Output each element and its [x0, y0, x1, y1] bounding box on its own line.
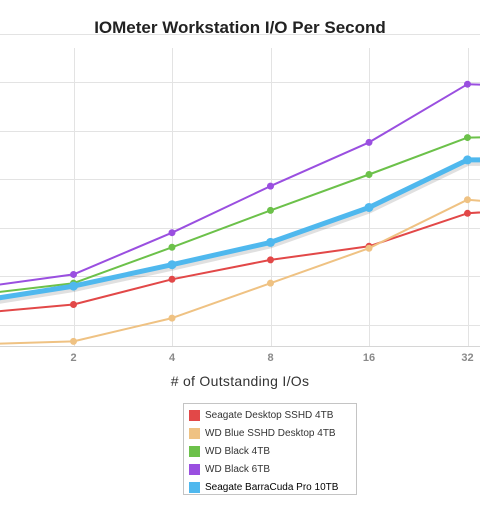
gridlines [0, 34, 480, 347]
x-tick-label: 8 [267, 352, 273, 364]
x-axis-title: # of Outstanding I/Os [170, 373, 310, 389]
data-point[interactable] [464, 196, 471, 204]
data-point[interactable] [365, 138, 373, 146]
series-1 [0, 196, 480, 345]
legend-swatch [189, 445, 200, 457]
x-tick-label: 2 [70, 352, 76, 364]
data-point[interactable] [168, 243, 176, 251]
series-3 [0, 80, 480, 286]
data-point[interactable] [70, 270, 77, 278]
legend-label: Seagate BarraCuda Pro 10TB [205, 481, 339, 493]
legend-swatch [189, 409, 200, 421]
legend-swatch [189, 427, 200, 439]
data-point[interactable] [167, 260, 177, 270]
data-point[interactable] [266, 237, 275, 247]
data-point[interactable] [463, 155, 472, 165]
data-point[interactable] [69, 281, 78, 291]
legend-item[interactable]: WD Black 6TB [189, 460, 356, 478]
legend-label: WD Black 4TB [205, 445, 271, 457]
x-tick-labels: 2 4 8 16 32 [70, 352, 473, 364]
data-point[interactable] [267, 256, 274, 264]
legend-item[interactable]: Seagate BarraCuda Pro 10TB [189, 478, 356, 496]
chart-title: IOMeter Workstation I/O Per Second [94, 18, 386, 37]
legend-label: WD Blue SSHD Desktop 4TB [205, 427, 336, 439]
data-point[interactable] [168, 314, 176, 322]
data-point[interactable] [464, 80, 471, 88]
legend-item[interactable]: WD Black 4TB [189, 442, 356, 460]
data-point[interactable] [70, 301, 77, 309]
data-point[interactable] [168, 229, 176, 237]
data-point[interactable] [267, 279, 274, 287]
legend-swatch [189, 481, 200, 493]
data-point[interactable] [464, 209, 471, 217]
series-0 [0, 209, 480, 313]
legend-item[interactable]: Seagate Desktop SSHD 4TB [189, 406, 356, 424]
data-point[interactable] [365, 244, 373, 252]
x-tick-label: 32 [461, 352, 473, 364]
legend-swatch [189, 463, 200, 475]
legend-label: WD Black 6TB [205, 463, 271, 475]
series-layer [0, 80, 480, 345]
legend: Seagate Desktop SSHD 4TB WD Blue SSHD De… [183, 403, 357, 495]
data-point[interactable] [70, 337, 77, 345]
data-point[interactable] [365, 170, 373, 178]
data-point[interactable] [267, 206, 274, 214]
x-tick-label: 4 [169, 352, 176, 364]
plot-area: 2 4 8 16 32 [0, 34, 480, 364]
legend-label: Seagate Desktop SSHD 4TB [205, 409, 334, 421]
legend-item[interactable]: WD Blue SSHD Desktop 4TB [189, 424, 356, 442]
series-4 [0, 155, 480, 304]
data-point[interactable] [168, 275, 176, 283]
data-point[interactable] [464, 134, 471, 142]
data-point[interactable] [364, 202, 374, 212]
x-tick-label: 16 [363, 352, 375, 364]
data-point[interactable] [267, 182, 274, 190]
